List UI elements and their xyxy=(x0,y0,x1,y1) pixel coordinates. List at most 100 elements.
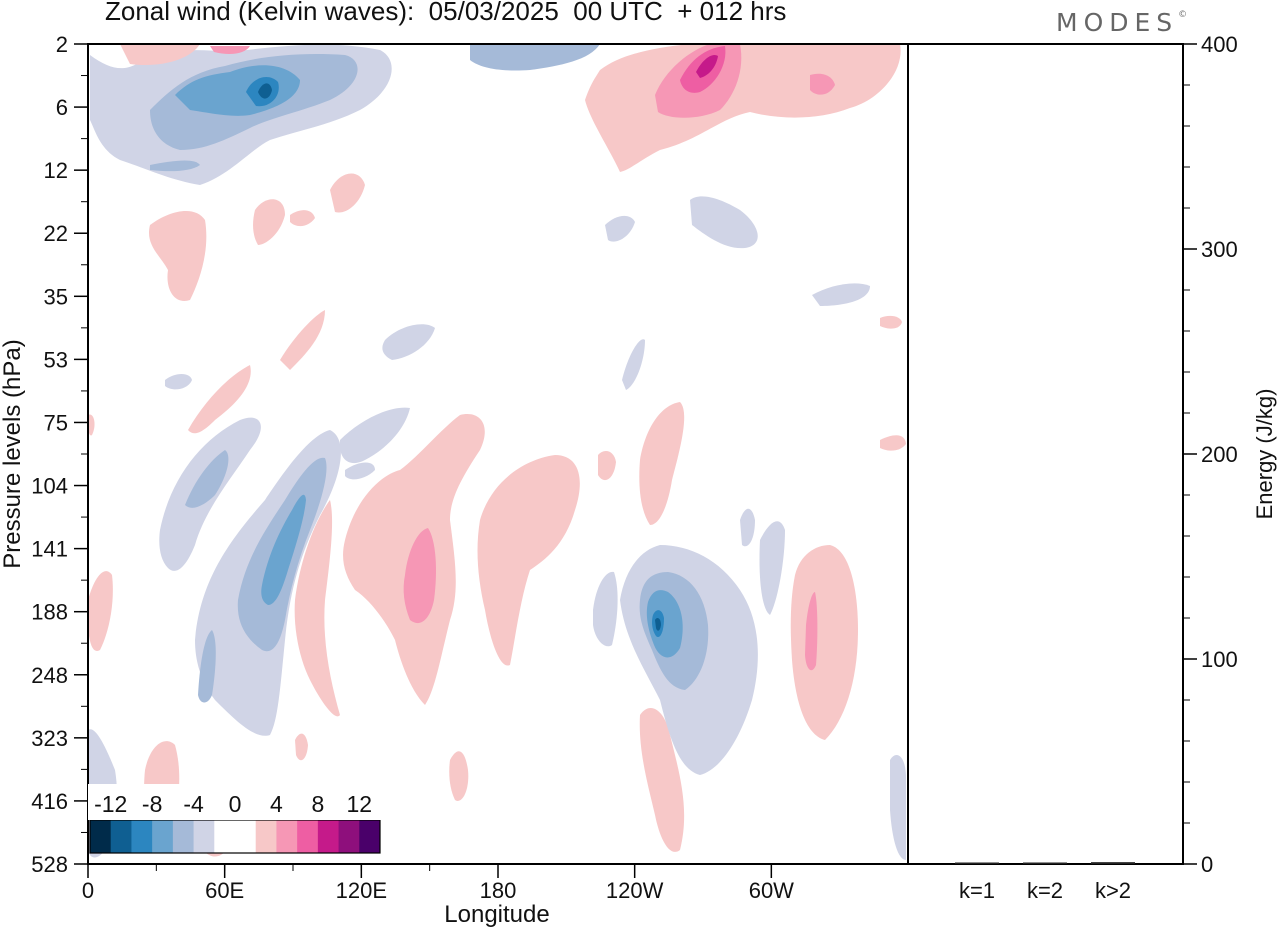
energy-plot-frame xyxy=(907,43,1184,865)
brand-mark: © xyxy=(1178,10,1188,20)
x-tick-label: 180 xyxy=(480,878,517,903)
contour-pos-outer xyxy=(585,44,901,172)
y-tick-label: 248 xyxy=(31,663,68,688)
contour-pos-trop6 xyxy=(790,545,858,740)
contour-neg-trop3 xyxy=(185,450,229,508)
contour-pos-blob6 xyxy=(188,365,251,434)
x-axis-title: Longitude xyxy=(444,901,549,928)
colorbar-label: -4 xyxy=(183,791,204,817)
colorbar-label: -12 xyxy=(94,791,127,817)
contour-pos-trop5 xyxy=(598,450,616,481)
brand-logo: MODES© xyxy=(1056,8,1187,37)
contour-pos-small3 xyxy=(810,73,835,95)
energy-tick-label: 0 xyxy=(1201,852,1213,877)
contour-pos-trop2b xyxy=(403,528,436,624)
colorbar-swatch xyxy=(276,820,298,853)
colorbar-swatch xyxy=(193,820,215,853)
y-axis-title: Pressure levels (hPa) xyxy=(0,339,26,568)
y-tick-label: 104 xyxy=(31,474,68,499)
contour-neg-blob6 xyxy=(622,339,645,390)
colorbar-swatch xyxy=(317,820,340,853)
contour-neg-trop5 xyxy=(339,407,410,464)
contour-neg-top xyxy=(470,44,600,71)
energy-category-label: k=2 xyxy=(1027,878,1063,903)
y-axis-ticks: 2 6 12 22 35 53 75 104 141 188 248 323 416 528 xyxy=(31,32,88,877)
colorbar-label: 0 xyxy=(229,791,242,817)
contour-pos-blob4 xyxy=(290,210,315,227)
energy-bar-kgt2 xyxy=(1091,862,1135,864)
colorbar-swatch xyxy=(131,820,153,853)
contour-neg-pac6 xyxy=(593,571,618,647)
energy-tick-label: 300 xyxy=(1201,237,1238,262)
y-tick-label: 53 xyxy=(44,347,68,372)
contour-neg-trop4 xyxy=(198,630,216,703)
colorbar-swatch xyxy=(338,820,360,853)
colorbar-swatch xyxy=(110,820,132,853)
y-tick-label: 416 xyxy=(31,789,68,814)
x-tick-label: 0 xyxy=(82,878,94,903)
contour-pos-small1 xyxy=(120,44,200,66)
energy-bars: k=1 k=2 k>2 xyxy=(955,862,1135,903)
contour-pos-trop1 xyxy=(294,500,340,717)
y-tick-label: 323 xyxy=(31,726,68,751)
colorbar-label: -8 xyxy=(142,791,162,817)
wind-contour-field xyxy=(88,44,906,860)
contour-pos-blob8 xyxy=(880,435,906,451)
contour-pos-blob9 xyxy=(88,414,95,436)
contour-pos-trop7 xyxy=(88,571,113,651)
energy-bar-k1 xyxy=(955,862,999,864)
contour-pos-blob7 xyxy=(880,315,902,329)
x-axis-ticks: 0 60E 120E 180 120W 60W xyxy=(82,864,794,903)
colorbar-swatch xyxy=(214,820,236,853)
colorbar-swatch xyxy=(172,820,195,853)
energy-tick-label: 200 xyxy=(1201,442,1238,467)
y-tick-label: 188 xyxy=(31,600,68,625)
x-tick-label: 60W xyxy=(749,878,794,903)
contour-neg-blob4 xyxy=(812,283,870,306)
contour-pos-trop6b xyxy=(805,592,818,671)
energy-axis-title: Energy (J/kg) xyxy=(1252,389,1277,520)
contour-pos-blob3 xyxy=(330,173,365,213)
contour-pos-blob2 xyxy=(253,199,285,245)
contour-neg-blob2 xyxy=(605,215,635,242)
contour-neg-blob5 xyxy=(165,374,192,390)
contour-neg-trop6 xyxy=(345,462,375,480)
colorbar-label-backdrop xyxy=(88,784,384,820)
colorbar-swatch xyxy=(235,820,257,853)
y-tick-label: 22 xyxy=(44,221,68,246)
y-tick-label: 528 xyxy=(31,852,68,877)
colorbar-swatch xyxy=(297,820,319,853)
contour-neg-pac3 xyxy=(646,590,683,658)
colorbar-swatch xyxy=(255,820,277,853)
colorbar-label: 12 xyxy=(346,791,372,817)
energy-axis-ticks: 0 100 200 300 400 xyxy=(1183,32,1238,877)
colorbar-swatch xyxy=(359,820,381,853)
colorbar-label: 4 xyxy=(270,791,283,817)
y-tick-label: 141 xyxy=(31,537,68,562)
energy-tick-label: 100 xyxy=(1201,647,1238,672)
x-tick-label: 60E xyxy=(205,878,244,903)
colorbar: -12 -8 -4 0 4 8 12 xyxy=(88,784,384,854)
contour-neg-2b xyxy=(150,160,200,172)
colorbar-label: 8 xyxy=(311,791,324,817)
contour-pos-4 xyxy=(696,54,718,78)
contour-pos-trop8 xyxy=(639,707,685,852)
energy-category-label: k>2 xyxy=(1095,878,1131,903)
colorbar-swatch xyxy=(90,820,112,853)
chart-title: Zonal wind (Kelvin waves): 05/03/2025 00… xyxy=(105,0,787,26)
contour-pos-trop4 xyxy=(639,402,685,525)
y-tick-label: 12 xyxy=(44,158,68,183)
energy-category-label: k=1 xyxy=(959,878,995,903)
contour-pos-trop9 xyxy=(449,751,469,801)
contour-pos-trop11 xyxy=(295,733,308,761)
brand-name: MODES xyxy=(1056,8,1179,37)
contour-neg-trop2c xyxy=(261,494,306,605)
contour-neg-pac7 xyxy=(759,521,785,615)
x-tick-label: 120W xyxy=(606,878,664,903)
contour-neg-pac8 xyxy=(740,508,755,547)
x-tick-label: 120E xyxy=(336,878,387,903)
y-tick-label: 2 xyxy=(56,32,68,57)
contour-neg-surface2 xyxy=(890,755,906,860)
